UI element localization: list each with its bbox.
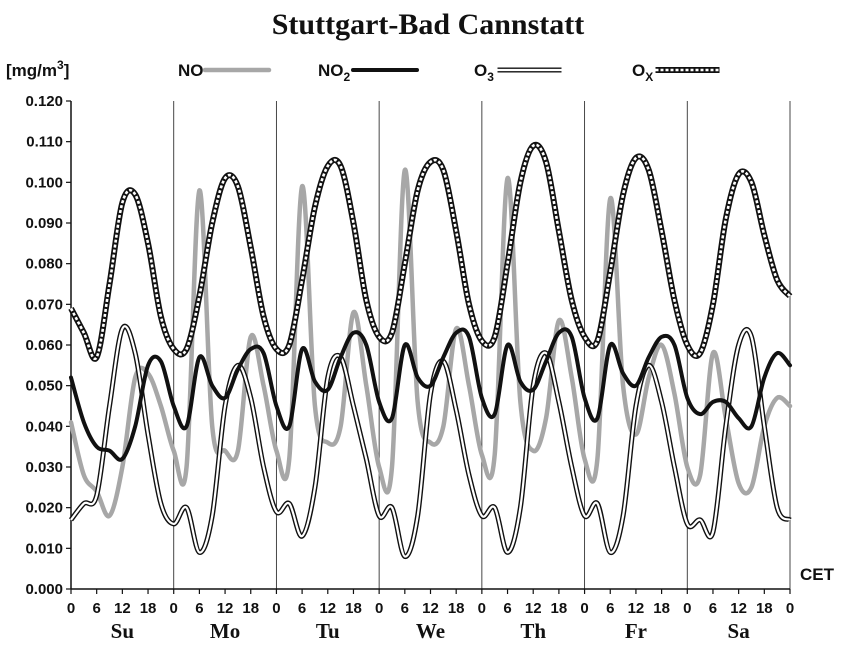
day-separator-lines: [173, 101, 791, 589]
day-label: We: [416, 619, 445, 643]
day-labels: Su Mo Tu We Th Fr Sa: [111, 619, 751, 643]
x-tick-label: 12: [628, 600, 645, 617]
y-axis-unit-close: ]: [64, 61, 70, 80]
x-tick-label: 12: [730, 600, 747, 617]
y-tick-label: 0.030: [25, 459, 63, 476]
x-tick-label: 6: [93, 600, 101, 617]
x-axis-ticks: 0 6 12 18 0 6 12 18 0 6 12 18 0 6 12 18 0 6 12 18 0 6 12 18 0 6 12…: [67, 589, 794, 617]
y-axis-unit-superscript: 3: [57, 58, 64, 72]
x-tick-label: 18: [140, 600, 157, 617]
legend: NO NO2 O3 OX: [178, 61, 720, 84]
day-label: Su: [111, 619, 135, 643]
y-tick-label: 0.010: [25, 540, 63, 557]
x-tick-label: 6: [298, 600, 306, 617]
x-tick-label: 0: [786, 600, 794, 617]
series-lines: [68, 141, 793, 559]
series-line-ox-outer: [68, 141, 793, 362]
legend-label: NO2: [318, 61, 351, 84]
series-line-no2: [69, 327, 792, 462]
y-tick-label: 0.090: [25, 215, 63, 232]
chart-title: Stuttgart-Bad Cannstatt: [272, 8, 585, 41]
day-label: Fr: [625, 619, 647, 643]
series-ox: [68, 141, 793, 362]
y-tick-label: 0.000: [25, 581, 63, 598]
day-label: Th: [520, 619, 546, 643]
day-label: Sa: [728, 619, 751, 643]
x-tick-label: 18: [551, 600, 568, 617]
y-axis-unit-label: [mg/m3]: [6, 58, 69, 80]
x-axis-label: CET: [800, 565, 835, 584]
y-tick-label: 0.050: [25, 378, 63, 395]
x-tick-label: 0: [580, 600, 588, 617]
series-no2: [69, 327, 792, 462]
legend-label: OX: [632, 61, 653, 84]
x-tick-label: 12: [217, 600, 234, 617]
x-tick-label: 12: [422, 600, 439, 617]
series-o3: [69, 323, 792, 559]
legend-item-no2: NO2: [318, 61, 419, 84]
x-tick-label: 0: [170, 600, 178, 617]
legend-item-ox: OX: [632, 61, 720, 84]
series-line-o3-inner: [70, 325, 791, 558]
legend-item-no: NO: [178, 61, 272, 80]
x-tick-label: 0: [478, 600, 486, 617]
series-no: [68, 167, 793, 519]
y-tick-label: 0.070: [25, 296, 63, 313]
y-tick-label: 0.020: [25, 500, 63, 517]
x-tick-label: 12: [319, 600, 336, 617]
x-tick-label: 18: [345, 600, 362, 617]
y-tick-label: 0.110: [26, 134, 63, 151]
x-tick-label: 18: [242, 600, 259, 617]
x-tick-label: 6: [195, 600, 203, 617]
y-tick-label: 0.060: [25, 337, 63, 354]
x-tick-label: 0: [67, 600, 75, 617]
series-line-ox-inner: [69, 143, 792, 361]
x-tick-label: 0: [683, 600, 691, 617]
x-tick-label: 6: [401, 600, 409, 617]
x-tick-label: 12: [525, 600, 542, 617]
x-tick-label: 0: [272, 600, 280, 617]
day-label: Tu: [316, 619, 340, 643]
x-tick-label: 18: [653, 600, 670, 617]
x-tick-label: 18: [756, 600, 773, 617]
x-tick-label: 6: [606, 600, 614, 617]
series-line-no: [68, 167, 793, 519]
y-tick-label: 0.100: [25, 174, 63, 191]
x-tick-label: 0: [375, 600, 383, 617]
y-tick-label: 0.040: [25, 418, 63, 435]
x-tick-label: 18: [448, 600, 465, 617]
y-tick-label: 0.120: [25, 93, 63, 110]
legend-item-o3: O3: [474, 61, 562, 84]
legend-label: O3: [474, 61, 494, 84]
y-tick-label: 0.080: [25, 256, 63, 273]
legend-label: NO: [178, 61, 204, 80]
y-axis-ticks: 0.000 0.010 0.020 0.030 0.040 0.050 0.060 0.070…: [25, 93, 71, 598]
day-label: Mo: [210, 619, 240, 643]
x-tick-label: 6: [503, 600, 511, 617]
y-axis-unit-text: [mg/m: [6, 61, 57, 80]
x-tick-label: 6: [709, 600, 717, 617]
x-tick-label: 12: [114, 600, 131, 617]
